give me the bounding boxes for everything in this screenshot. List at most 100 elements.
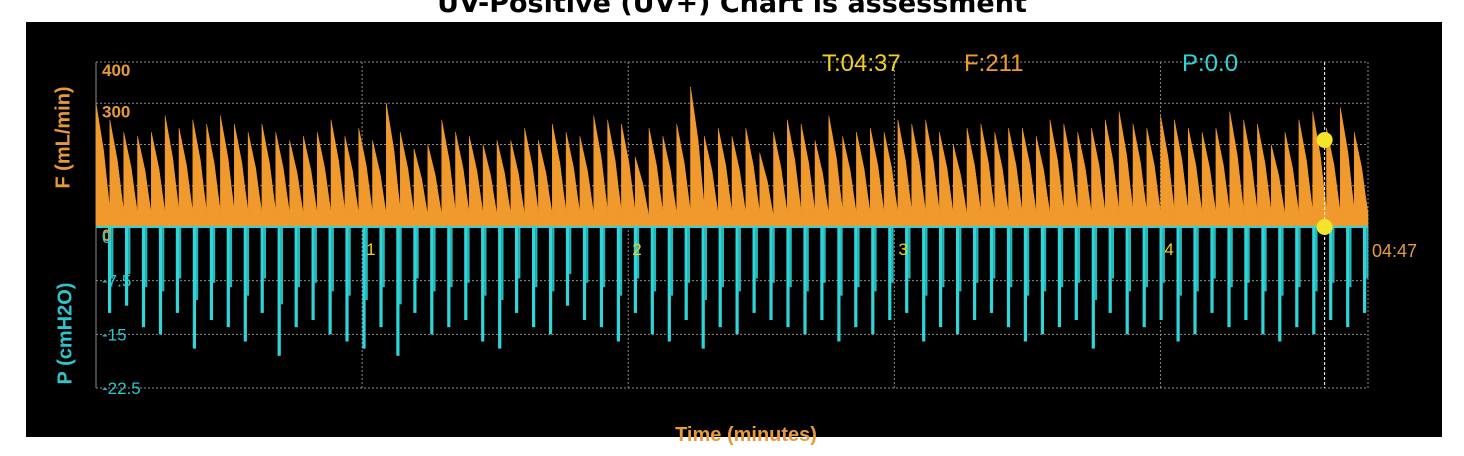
flow-breath (316, 132, 332, 228)
pressure-spike (1261, 227, 1265, 335)
pressure-spike-tail (399, 227, 402, 305)
pressure-spike (549, 227, 553, 335)
flow-breath (814, 140, 830, 228)
pressure-spike-tail (1315, 227, 1318, 292)
flow-breath (192, 119, 207, 228)
pressure-spike-tail (908, 227, 911, 279)
flow-breath (745, 127, 760, 228)
pressure-spike (650, 227, 654, 335)
page-title: UV-Positive (UV+) Chart is assessment (437, 0, 1027, 19)
pressure-spike-tail (1366, 227, 1369, 279)
pressure-spike (1091, 227, 1095, 349)
flow-breath (109, 119, 124, 228)
pressure-spike-tail (874, 227, 877, 292)
pressure-spike-tail (382, 227, 385, 288)
pressure-spike-tail (1230, 227, 1233, 288)
pressure-spike-tail (704, 227, 707, 300)
pressure-spike (311, 227, 315, 320)
flow-breath (524, 127, 539, 228)
flow-breath (870, 127, 885, 228)
flow-breath (1146, 127, 1161, 228)
pressure-spike-tail (196, 227, 199, 300)
flow-breath (980, 123, 995, 228)
pressure-spike-tail (162, 227, 165, 292)
pressure-spike-tail (246, 227, 250, 296)
pressure-spike-tail (263, 227, 266, 279)
flow-breath (164, 115, 180, 228)
pressure-spike (1346, 227, 1350, 328)
flow-breath (565, 132, 581, 228)
pressure-spike-tail (891, 227, 894, 283)
pressure-spike-tail (280, 227, 283, 305)
pressure-tick-label: -22.5 (102, 379, 141, 398)
pressure-spike-tail (450, 227, 453, 288)
flow-breath (676, 123, 691, 228)
flow-breath (455, 132, 470, 228)
flow-breath (925, 119, 940, 228)
pressure-spike (1142, 227, 1146, 328)
flow-breath (634, 156, 650, 228)
pressure-spike (1295, 227, 1299, 328)
pressure-spike-tail (535, 227, 538, 288)
pressure-spike-tail (637, 227, 640, 279)
flow-breath (1160, 115, 1175, 228)
flow-breath (787, 119, 802, 228)
flow-breath (911, 123, 926, 228)
pressure-tick-label: -7.5 (102, 272, 131, 291)
pressure-spike-tail (670, 227, 674, 296)
flow-breath (966, 127, 982, 228)
pressure-spike (1312, 227, 1316, 335)
flow-readout: F:211 (964, 50, 1024, 77)
pressure-spike (1023, 227, 1027, 342)
pressure-spike-tail (942, 227, 945, 288)
flow-breath (1132, 123, 1148, 228)
flow-breath (538, 140, 553, 228)
pressure-spike-tail (179, 227, 182, 279)
flow-breath (1284, 132, 1300, 228)
pressure-spike (871, 227, 875, 335)
pressure-spike (158, 227, 163, 335)
flow-breath (330, 119, 346, 228)
pressure-spike-tail (755, 227, 758, 279)
flow-breath (289, 140, 304, 228)
x-tick-label: 1 (366, 240, 375, 259)
pressure-spike (786, 227, 790, 328)
pressure-spike (192, 227, 196, 349)
flow-axis-title: F (mL/min) (52, 86, 75, 189)
pressure-spike-tail (823, 227, 826, 283)
flow-breath (1188, 127, 1203, 228)
flow-breath (206, 123, 221, 228)
flow-breath (731, 136, 747, 228)
flow-breath (1063, 123, 1078, 228)
pressure-spike (684, 227, 688, 320)
pressure-spike (1278, 227, 1282, 342)
pressure-cursor-marker (1316, 219, 1333, 235)
flow-breath (1091, 127, 1106, 228)
flow-breath (662, 136, 677, 228)
flow-breath (1243, 119, 1258, 228)
pressure-spike (1329, 227, 1333, 320)
flow-breath (1298, 119, 1313, 228)
pressure-spike (328, 227, 332, 335)
flow-breath (552, 123, 567, 228)
flow-breath (372, 140, 387, 228)
flow-breath (1077, 132, 1092, 228)
pressure-spike-tail (552, 227, 555, 292)
flow-breath (178, 127, 194, 228)
pressure-spike-tail (314, 227, 317, 283)
pressure-spike (345, 227, 349, 342)
pressure-spike (379, 227, 383, 328)
pressure-spike (888, 227, 892, 320)
pressure-spike (905, 227, 909, 313)
pressure-spike-tail (297, 227, 300, 288)
flow-breath (441, 119, 456, 228)
flow-breath (469, 136, 484, 228)
pressure-spike (209, 227, 213, 320)
flow-breath (151, 132, 166, 228)
flow-breath (883, 132, 899, 228)
pressure-tick-label: -15 (102, 325, 127, 344)
flow-breath (344, 136, 359, 228)
pressure-spike-tail (976, 227, 979, 283)
pressure-readout: P:0.0 (1182, 50, 1239, 77)
flow-breath (1105, 119, 1120, 228)
